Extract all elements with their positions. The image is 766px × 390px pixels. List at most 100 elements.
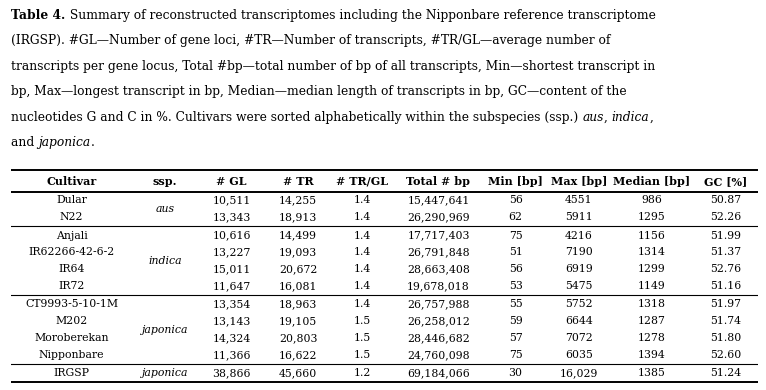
Text: (IRGSP). #GL—Number of gene loci, #TR—Number of transcripts, #TR/GL—average numb: (IRGSP). #GL—Number of gene loci, #TR—Nu… — [11, 34, 611, 47]
Text: 52.26: 52.26 — [710, 212, 741, 222]
Text: 1.2: 1.2 — [353, 368, 371, 378]
Text: 52.76: 52.76 — [710, 264, 741, 274]
Text: 56: 56 — [509, 264, 522, 274]
Text: 13,354: 13,354 — [212, 300, 250, 310]
Text: Cultivar: Cultivar — [47, 176, 97, 187]
Text: 1287: 1287 — [638, 316, 666, 326]
Text: japonica: japonica — [38, 136, 90, 149]
Text: 51.97: 51.97 — [710, 300, 741, 310]
Text: 52.60: 52.60 — [710, 350, 741, 360]
Text: 75: 75 — [509, 350, 522, 360]
Text: 51.80: 51.80 — [710, 333, 741, 343]
Text: 51.16: 51.16 — [710, 281, 741, 291]
Text: 6919: 6919 — [565, 264, 593, 274]
Text: 4551: 4551 — [565, 195, 593, 206]
Text: 1.4: 1.4 — [354, 230, 371, 241]
Text: aus: aus — [155, 204, 175, 214]
Text: Moroberekan: Moroberekan — [34, 333, 109, 343]
Text: CT9993-5-10-1M: CT9993-5-10-1M — [25, 300, 118, 310]
Text: Nipponbare: Nipponbare — [39, 350, 104, 360]
Text: 13,227: 13,227 — [212, 247, 250, 257]
Text: Dular: Dular — [56, 195, 87, 206]
Text: 28,663,408: 28,663,408 — [407, 264, 470, 274]
Text: 20,803: 20,803 — [279, 333, 317, 343]
Text: ,: , — [650, 111, 653, 124]
Text: 51.37: 51.37 — [710, 247, 741, 257]
Text: 1314: 1314 — [638, 247, 666, 257]
Text: 24,760,098: 24,760,098 — [408, 350, 470, 360]
Text: 59: 59 — [509, 316, 522, 326]
Text: 15,011: 15,011 — [212, 264, 250, 274]
Text: transcripts per gene locus, Total #bp—total number of bp of all transcripts, Min: transcripts per gene locus, Total #bp—to… — [11, 60, 656, 73]
Text: japonica: japonica — [142, 325, 188, 335]
Text: 1.4: 1.4 — [354, 264, 371, 274]
Text: 1149: 1149 — [638, 281, 666, 291]
Text: 75: 75 — [509, 230, 522, 241]
Text: 14,255: 14,255 — [279, 195, 317, 206]
Text: 4216: 4216 — [565, 230, 593, 241]
Text: 5752: 5752 — [565, 300, 593, 310]
Text: Min [bp]: Min [bp] — [488, 176, 543, 187]
Text: 1.4: 1.4 — [354, 281, 371, 291]
Text: 1299: 1299 — [638, 264, 666, 274]
Text: 51.74: 51.74 — [710, 316, 741, 326]
Text: 10,511: 10,511 — [212, 195, 250, 206]
Text: 51: 51 — [509, 247, 522, 257]
Text: 28,446,682: 28,446,682 — [407, 333, 470, 343]
Text: 1318: 1318 — [638, 300, 666, 310]
Text: GC [%]: GC [%] — [704, 176, 748, 187]
Text: 1.4: 1.4 — [354, 195, 371, 206]
Text: 1385: 1385 — [638, 368, 666, 378]
Text: 50.87: 50.87 — [710, 195, 741, 206]
Text: 18,913: 18,913 — [279, 212, 317, 222]
Text: 1.5: 1.5 — [354, 316, 371, 326]
Text: Total # bp: Total # bp — [407, 176, 470, 187]
Text: 5475: 5475 — [565, 281, 593, 291]
Text: 14,324: 14,324 — [212, 333, 250, 343]
Text: and: and — [11, 136, 38, 149]
Text: 11,647: 11,647 — [212, 281, 250, 291]
Text: IR62266-42-6-2: IR62266-42-6-2 — [28, 247, 115, 257]
Text: # TR/GL: # TR/GL — [336, 176, 388, 187]
Text: N22: N22 — [60, 212, 83, 222]
Text: 986: 986 — [642, 195, 663, 206]
Text: 56: 56 — [509, 195, 522, 206]
Text: nucleotides G and C in %. Cultivars were sorted alphabetically within the subspe: nucleotides G and C in %. Cultivars were… — [11, 111, 583, 124]
Text: 1394: 1394 — [638, 350, 666, 360]
Text: 19,105: 19,105 — [279, 316, 317, 326]
Text: 7072: 7072 — [565, 333, 593, 343]
Text: 17,717,403: 17,717,403 — [408, 230, 470, 241]
Text: 26,258,012: 26,258,012 — [407, 316, 470, 326]
Text: 51.99: 51.99 — [710, 230, 741, 241]
Text: 20,672: 20,672 — [279, 264, 317, 274]
Text: 57: 57 — [509, 333, 522, 343]
Text: 1278: 1278 — [638, 333, 666, 343]
Text: 1.5: 1.5 — [354, 333, 371, 343]
Text: Median [bp]: Median [bp] — [614, 176, 691, 187]
Text: Table 4.: Table 4. — [11, 9, 66, 22]
Text: 55: 55 — [509, 300, 522, 310]
Text: 1.5: 1.5 — [354, 350, 371, 360]
Text: 16,622: 16,622 — [279, 350, 317, 360]
Text: 10,616: 10,616 — [212, 230, 250, 241]
Text: 53: 53 — [509, 281, 522, 291]
Text: japonica: japonica — [142, 368, 188, 378]
Text: 18,963: 18,963 — [279, 300, 317, 310]
Text: 5911: 5911 — [565, 212, 593, 222]
Text: IRGSP: IRGSP — [54, 368, 90, 378]
Text: 11,366: 11,366 — [212, 350, 250, 360]
Text: 1.4: 1.4 — [354, 300, 371, 310]
Text: 1156: 1156 — [638, 230, 666, 241]
Text: indica: indica — [612, 111, 650, 124]
Text: # TR: # TR — [283, 176, 313, 187]
Text: IR64: IR64 — [58, 264, 85, 274]
Text: Max [bp]: Max [bp] — [551, 176, 607, 187]
Text: 6644: 6644 — [565, 316, 593, 326]
Text: 1.4: 1.4 — [354, 247, 371, 257]
Text: 13,143: 13,143 — [212, 316, 250, 326]
Text: 14,499: 14,499 — [279, 230, 317, 241]
Text: 7190: 7190 — [565, 247, 593, 257]
Text: 13,343: 13,343 — [212, 212, 250, 222]
Text: 1.4: 1.4 — [354, 212, 371, 222]
Text: .: . — [90, 136, 95, 149]
